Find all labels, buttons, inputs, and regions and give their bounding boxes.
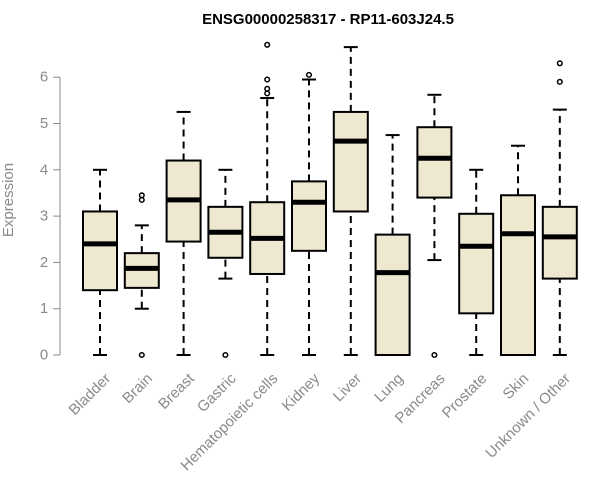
box-iqr: [374, 233, 411, 356]
box-breast: [165, 110, 202, 356]
x-tick-label: Skin: [500, 370, 533, 403]
outlier-point: [556, 60, 563, 67]
box-pancreas: [416, 93, 453, 359]
box-prostate: [458, 168, 495, 356]
box-iqr: [82, 210, 118, 292]
box-hematopoietic-cells: [249, 41, 286, 356]
box-gastric: [207, 168, 244, 359]
x-tick-label: Prostate: [439, 370, 491, 422]
box-liver: [332, 46, 369, 356]
chart-title: ENSG00000258317 - RP11-603J24.5: [202, 11, 454, 28]
outlier-point: [305, 71, 313, 78]
x-tick-label: Brain: [119, 370, 156, 407]
box-iqr: [541, 205, 578, 280]
box-unknown-other: [541, 60, 578, 356]
box-iqr: [332, 110, 369, 213]
box-iqr: [458, 212, 495, 315]
x-tick-label: Liver: [330, 370, 365, 405]
box-skin: [500, 144, 536, 356]
outlier-point: [556, 78, 563, 85]
outlier-point: [264, 85, 271, 92]
x-tick-label: Bladder: [66, 370, 115, 419]
y-tick-label: 2: [40, 254, 48, 271]
y-axis-label: Expression: [0, 163, 17, 237]
y-tick-label: 0: [40, 347, 48, 364]
box-iqr: [500, 194, 536, 356]
y-tick-label: 4: [40, 161, 48, 178]
outlier-point: [222, 351, 229, 359]
outlier-point: [264, 41, 271, 48]
box-iqr: [291, 180, 327, 252]
y-tick-label: 3: [40, 208, 48, 225]
box-series: [82, 41, 578, 359]
box-bladder: [82, 168, 118, 356]
y-tick-label: 1: [40, 300, 48, 317]
y-tick-label: 5: [40, 115, 48, 132]
box-kidney: [291, 71, 327, 356]
outlier-point: [138, 192, 145, 199]
box-iqr: [416, 126, 453, 199]
box-brain: [123, 192, 160, 359]
outlier-point: [264, 76, 271, 83]
y-tick-label: 6: [40, 69, 48, 86]
x-tick-label: Lung: [371, 370, 407, 406]
x-tick-label: Kidney: [279, 370, 324, 415]
box-lung: [374, 134, 411, 356]
outlier-point: [431, 351, 438, 359]
y-axis: 0 1 2 3 4 5 6: [40, 69, 61, 364]
x-tick-label: Breast: [155, 370, 198, 413]
outlier-point: [138, 351, 145, 359]
